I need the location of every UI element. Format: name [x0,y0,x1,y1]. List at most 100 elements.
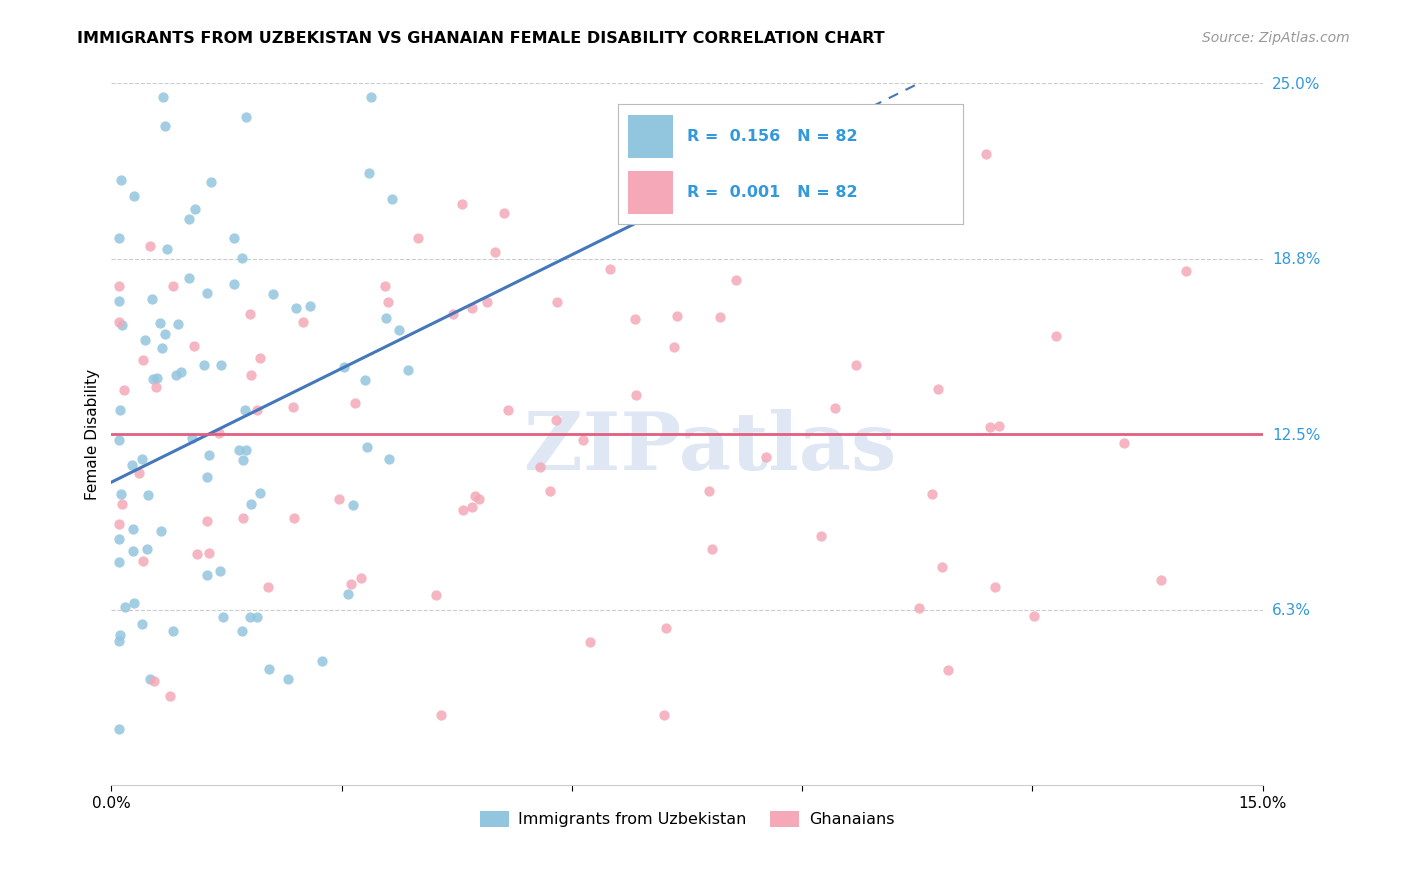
Point [132,352,155,367]
Point [343,396,366,410]
Point [360,90,382,104]
Point [108,278,131,293]
Point [709,310,731,324]
Point [179,211,201,226]
Point [283,511,305,525]
Point [665,309,688,323]
Point [451,197,474,211]
Point [197,546,219,560]
Point [200,175,222,189]
Point [142,372,165,386]
Point [599,261,621,276]
Point [284,301,307,315]
Point [396,363,419,377]
Point [468,492,491,507]
Point [908,601,931,615]
Point [979,420,1001,434]
Point [332,359,354,374]
Point [477,295,499,310]
Point [451,503,474,517]
Point [110,173,132,187]
Point [124,188,146,202]
Point [228,443,250,458]
Point [149,524,172,538]
Point [108,403,131,417]
Point [108,433,131,447]
Text: IMMIGRANTS FROM UZBEKISTAN VS GHANAIAN FEMALE DISABILITY CORRELATION CHART: IMMIGRANTS FROM UZBEKISTAN VS GHANAIAN F… [77,31,884,46]
Point [381,192,404,206]
Point [374,279,396,293]
Point [183,339,205,353]
Point [292,315,315,329]
Point [546,413,568,427]
Point [239,368,262,382]
Point [209,358,232,372]
Point [139,672,162,686]
Point [408,231,430,245]
Point [461,301,484,315]
Point [374,310,396,325]
Point [538,484,561,499]
Point [624,387,647,401]
Point [166,317,188,331]
Point [121,544,143,558]
Point [430,708,453,723]
Text: ZIPatlas: ZIPatlas [524,409,896,488]
Point [122,522,145,536]
Point [461,500,484,514]
Point [159,689,181,703]
Point [110,486,132,500]
Point [131,452,153,467]
Point [441,307,464,321]
Point [240,497,263,511]
Point [624,312,647,326]
Point [108,516,131,531]
Point [142,674,165,689]
Point [195,514,218,528]
Point [195,470,218,484]
Point [378,451,401,466]
Point [212,610,235,624]
Point [111,318,134,332]
Point [224,231,246,245]
Point [246,403,269,417]
Point [311,654,333,668]
Point [356,440,378,454]
Point [262,287,284,301]
Point [249,486,271,500]
Point [153,119,176,133]
Point [136,488,159,502]
Point [195,285,218,300]
Point [108,231,131,245]
Point [108,723,131,737]
Point [145,380,167,394]
Point [132,553,155,567]
Point [988,419,1011,434]
Point [697,484,720,499]
Point [152,90,174,104]
Point [186,547,208,561]
Point [231,624,253,638]
Point [283,401,305,415]
Point [162,624,184,638]
Y-axis label: Female Disability: Female Disability [86,369,100,500]
Point [145,370,167,384]
Point [141,293,163,307]
Point [425,588,447,602]
Point [1024,609,1046,624]
Point [654,621,676,635]
Point [492,206,515,220]
Point [702,542,724,557]
Point [388,323,411,337]
Point [664,340,686,354]
Point [235,443,257,458]
Point [1045,329,1067,343]
Point [179,270,201,285]
Point [810,529,832,543]
Point [231,251,253,265]
Point [108,634,131,648]
Point [198,448,221,462]
Point [357,166,380,180]
Point [208,565,231,579]
Point [652,708,675,723]
